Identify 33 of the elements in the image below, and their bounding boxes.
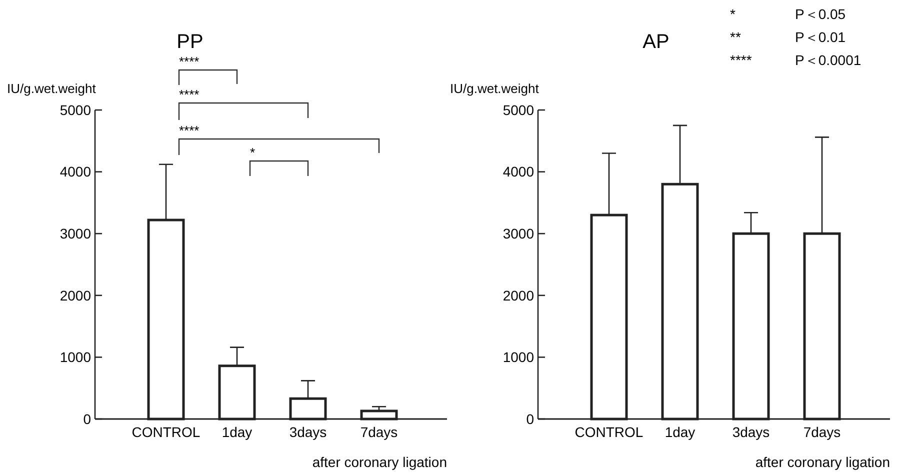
y-tick-label: 0 xyxy=(526,410,534,427)
chart-title: PP xyxy=(176,31,204,53)
x-tick-label: 1day xyxy=(222,424,252,440)
y-axis-title: IU/g.wet.weight xyxy=(450,81,540,96)
x-tick-label: 7days xyxy=(360,424,398,440)
y-tick-label: 4000 xyxy=(502,164,534,180)
y-tick-label: 2000 xyxy=(60,287,92,304)
y-tick-label: 5000 xyxy=(502,102,534,118)
text: **** xyxy=(179,54,200,69)
y-tick-label: 1000 xyxy=(60,349,92,366)
x-tick-label: 1day xyxy=(664,424,696,440)
y-tick-label: 2000 xyxy=(502,287,534,304)
y-axis-title: IU/g.wet.weight xyxy=(7,81,96,96)
y-tick-label: 5000 xyxy=(60,102,92,118)
x-axis-title: after coronary ligation xyxy=(312,454,447,470)
y-tick-label: 3000 xyxy=(502,226,534,242)
annotation: * xyxy=(250,145,256,160)
x-tick-label: CONTROL xyxy=(574,424,644,440)
x-tick-label: 7days xyxy=(803,424,841,440)
annotation: **** xyxy=(179,123,200,138)
x-tick-label: 3days xyxy=(732,424,770,440)
y-tick-label: 1000 xyxy=(502,349,534,366)
text: **** xyxy=(179,87,200,102)
y-tick-label: 3000 xyxy=(60,226,92,242)
y-tick-label: 4000 xyxy=(60,164,92,180)
x-tick-label: 3days xyxy=(289,424,327,440)
text: * P＜0.05 xyxy=(730,6,846,22)
x-axis-title: after coronary ligation xyxy=(755,454,890,470)
chart-title: AP xyxy=(642,31,670,53)
text: **** P＜0.0001 xyxy=(730,52,862,68)
text: ** P＜0.01 xyxy=(730,29,846,45)
y-tick-label: 0 xyxy=(83,410,92,427)
x-tick-label: CONTROL xyxy=(132,424,200,440)
